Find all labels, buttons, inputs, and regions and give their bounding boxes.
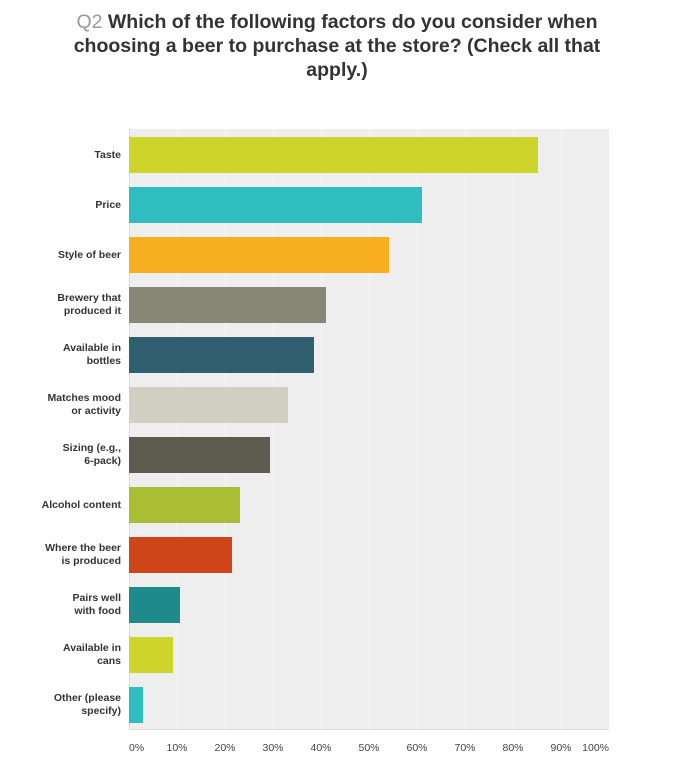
x-tick-label: 100% <box>582 742 609 754</box>
gridline <box>369 129 370 730</box>
category-label: Alcohol content <box>41 498 121 511</box>
bar[interactable] <box>129 287 326 323</box>
x-tick-label: 40% <box>310 742 332 754</box>
bar[interactable] <box>129 537 233 573</box>
category-label: Brewery that produced it <box>57 292 121 317</box>
bar[interactable] <box>129 387 289 423</box>
category-label: Available in bottles <box>63 342 121 367</box>
category-label: Sizing (e.g., 6-pack) <box>62 442 121 467</box>
bar[interactable] <box>129 187 423 223</box>
gridline <box>177 129 178 730</box>
y-axis-line <box>129 129 130 730</box>
gridline <box>417 129 418 730</box>
bar[interactable] <box>129 137 538 173</box>
question-text: Which of the following factors do you co… <box>73 11 601 81</box>
gridline <box>513 129 514 730</box>
x-tick-label: 0% <box>129 742 145 754</box>
category-label: Matches mood or activity <box>47 392 121 417</box>
bar[interactable] <box>129 587 181 623</box>
gridline <box>321 129 322 730</box>
gridline <box>465 129 466 730</box>
gridline <box>273 129 274 730</box>
x-tick-label: 70% <box>454 742 476 754</box>
bar[interactable] <box>129 237 390 273</box>
category-label: Other (please specify) <box>53 692 121 717</box>
plot-area <box>129 129 609 730</box>
category-label: Pairs well with food <box>72 592 121 617</box>
gridline <box>561 129 562 730</box>
category-label: Taste <box>94 148 121 161</box>
bar[interactable] <box>129 487 240 523</box>
category-label: Where the beer is produced <box>45 542 121 567</box>
category-label: Available in cans <box>63 642 121 667</box>
question-number: Q2 <box>76 11 103 33</box>
x-tick-label: 30% <box>262 742 284 754</box>
chart-title: Q2 Which of the following factors do you… <box>60 10 614 82</box>
bar[interactable] <box>129 637 174 673</box>
x-tick-label: 10% <box>166 742 188 754</box>
x-tick-label: 80% <box>502 742 524 754</box>
category-label: Price <box>95 198 121 211</box>
category-label: Style of beer <box>57 248 121 261</box>
x-tick-label: 20% <box>214 742 236 754</box>
bar[interactable] <box>129 337 315 373</box>
bar[interactable] <box>129 437 270 473</box>
gridline <box>225 129 226 730</box>
bar[interactable] <box>129 687 144 723</box>
x-tick-label: 90% <box>550 742 572 754</box>
x-tick-label: 50% <box>358 742 380 754</box>
x-tick-label: 60% <box>406 742 428 754</box>
